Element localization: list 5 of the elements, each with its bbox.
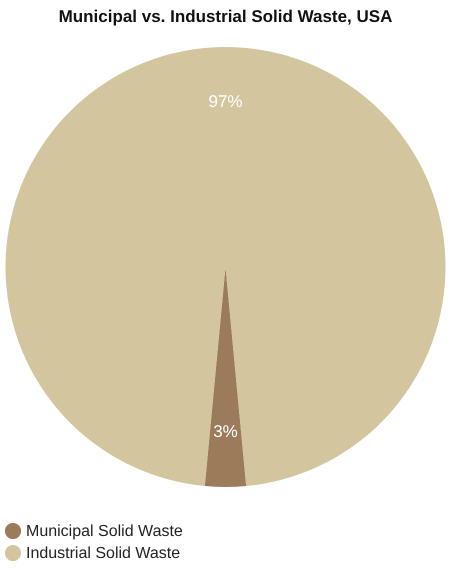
- legend-label: Municipal Solid Waste: [26, 523, 183, 540]
- data-label: 3%: [213, 422, 238, 441]
- chart-title: Municipal vs. Industrial Solid Waste, USA: [58, 7, 392, 26]
- legend-label: Industrial Solid Waste: [26, 545, 180, 562]
- data-label: 97%: [208, 92, 243, 111]
